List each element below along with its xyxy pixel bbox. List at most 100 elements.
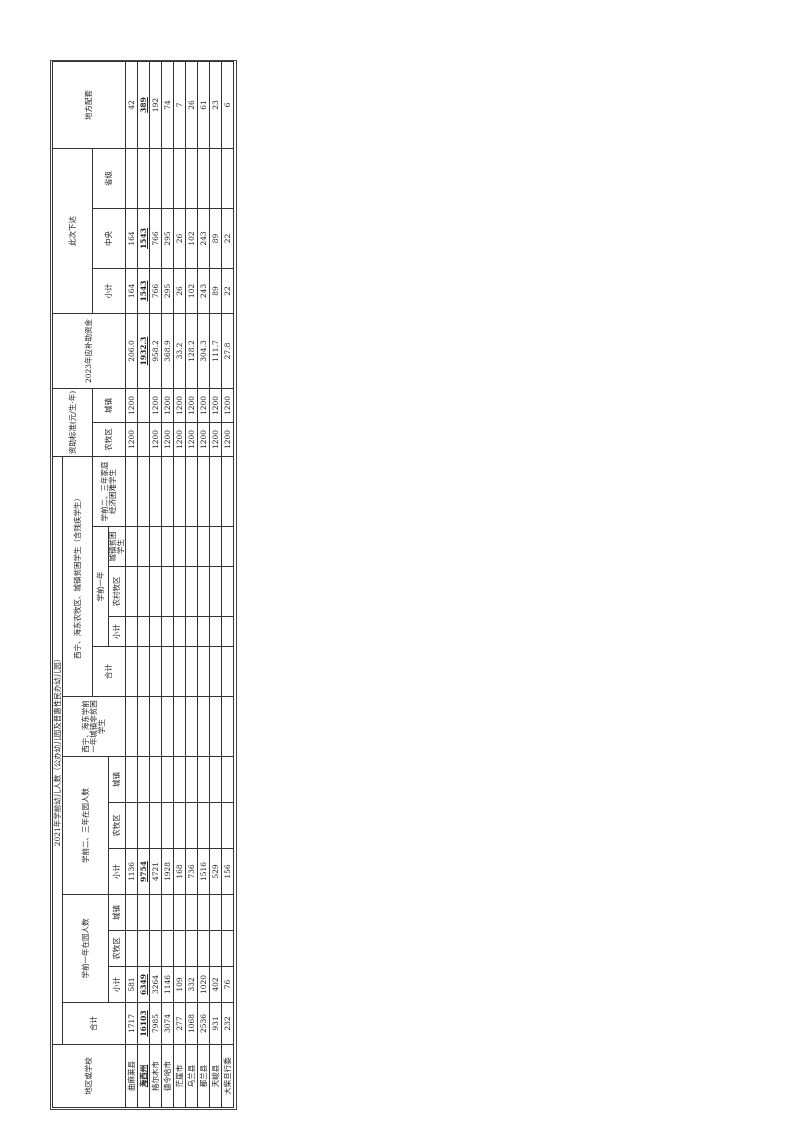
- table-cell: [125, 696, 138, 757]
- table-cell: [221, 566, 234, 617]
- header-xn-pre1: 学前一年: [92, 526, 109, 647]
- table-cell: 243: [197, 208, 210, 269]
- table-cell: [161, 456, 174, 527]
- table-cell: 164: [125, 208, 138, 269]
- table-cell: 1200: [185, 422, 198, 457]
- table-cell: [221, 756, 234, 803]
- table-body: 曲麻莱县 1717 581 1136 1200 1200 206.0 164 164 42 海西州 1…: [125, 61, 234, 1108]
- table-cell: [137, 526, 150, 567]
- header-xn-pre1-subtotal: 小计: [108, 616, 126, 647]
- table-cell: 402: [209, 966, 222, 1003]
- header-xn-pre1-rural: 农村牧区: [108, 566, 126, 617]
- table-cell: 1200: [197, 388, 210, 423]
- table-cell: [161, 894, 174, 931]
- table-cell: [209, 456, 222, 527]
- table-cell: [149, 148, 162, 209]
- table-cell: [125, 148, 138, 209]
- header-pre23-urban: 城镇: [108, 756, 126, 803]
- table-cell: 1020: [197, 966, 210, 1003]
- table-cell: 22: [221, 208, 234, 269]
- table-cell: 1200: [209, 388, 222, 423]
- table-cell: [185, 456, 198, 527]
- header-standard: 资助标准(元/生·年): [52, 388, 93, 457]
- table-cell: [137, 566, 150, 617]
- table-cell: [209, 696, 222, 757]
- table-cell: 6349: [137, 966, 150, 1003]
- table-cell: [221, 930, 234, 967]
- table-cell: [173, 148, 186, 209]
- table-cell: [197, 930, 210, 967]
- header-pre1-subtotal: 小计: [108, 966, 126, 1003]
- header-pre1-urban: 城镇: [108, 894, 126, 931]
- table-cell: 1200: [209, 422, 222, 457]
- table-cell: 1136: [125, 848, 138, 895]
- table-row: 都兰县 2536 1020 1516 1200 1200 304.3 243 243 61: [197, 61, 210, 1108]
- table-cell: [185, 894, 198, 931]
- table-cell: [209, 566, 222, 617]
- table-cell: [161, 148, 174, 209]
- header-issued-central: 中央: [92, 208, 126, 269]
- region-name-cell: 都兰县: [197, 1044, 210, 1108]
- table-cell: 74: [161, 61, 174, 149]
- table-cell: 16103: [137, 1002, 150, 1045]
- region-name-cell: 乌兰县: [185, 1044, 198, 1108]
- table-cell: 26: [173, 208, 186, 269]
- table-cell: 1717: [125, 1002, 138, 1045]
- table-cell: 23: [209, 61, 222, 149]
- table-cell: [149, 930, 162, 967]
- table-cell: [149, 526, 162, 567]
- table-cell: 1543: [137, 208, 150, 269]
- table-cell: [149, 616, 162, 647]
- table-cell: [197, 148, 210, 209]
- table-cell: 109: [173, 966, 186, 1003]
- header-pre1: 学前一年在园人数: [62, 894, 109, 1003]
- table-cell: 2536: [197, 1002, 210, 1045]
- table-cell: 1200: [149, 422, 162, 457]
- table-cell: [209, 930, 222, 967]
- table-cell: [161, 526, 174, 567]
- header-xn-total: 合计: [92, 646, 126, 697]
- table-cell: [197, 696, 210, 757]
- table-cell: 26: [173, 268, 186, 314]
- table-cell: [137, 930, 150, 967]
- table-cell: 9754: [137, 848, 150, 895]
- table-cell: [209, 148, 222, 209]
- table-cell: [197, 566, 210, 617]
- table-cell: [173, 526, 186, 567]
- table-cell: [173, 802, 186, 849]
- table-cell: 277: [173, 1002, 186, 1045]
- table-cell: [137, 422, 150, 457]
- header-pre23: 学前二、三年在园人数: [62, 756, 109, 895]
- table-cell: 164: [125, 268, 138, 314]
- table-cell: 111.7: [209, 313, 222, 389]
- table-row: 大柴旦行委 232 76 156 1200 1200 27.8 22 22 6: [221, 61, 234, 1108]
- table-cell: 1200: [197, 422, 210, 457]
- table-cell: 42: [125, 61, 138, 149]
- table-cell: [173, 930, 186, 967]
- table-cell: [161, 930, 174, 967]
- table-cell: 1068: [185, 1002, 198, 1045]
- table-cell: [125, 526, 138, 567]
- table-cell: [161, 646, 174, 697]
- header-xn-nonpoor: 西宁、海东学前一年城镇非贫困学生: [62, 696, 126, 757]
- table-cell: 61: [197, 61, 210, 149]
- region-name-cell: 大柴旦行委: [221, 1044, 234, 1108]
- table-cell: 1200: [161, 422, 174, 457]
- table-cell: 766: [149, 208, 162, 269]
- table-cell: 304.3: [197, 313, 210, 389]
- header-pre1-rural: 农牧区: [108, 930, 126, 967]
- table-cell: [185, 802, 198, 849]
- table-cell: [161, 756, 174, 803]
- table-cell: [221, 526, 234, 567]
- table-cell: 1932.3: [137, 313, 150, 389]
- table-cell: 1543: [137, 268, 150, 314]
- table-cell: [185, 526, 198, 567]
- table-cell: [149, 696, 162, 757]
- table-cell: [209, 526, 222, 567]
- table-cell: 89: [209, 208, 222, 269]
- table-cell: [125, 566, 138, 617]
- table-cell: 958.2: [149, 313, 162, 389]
- table-cell: [125, 756, 138, 803]
- table-cell: [185, 646, 198, 697]
- table-cell: [149, 894, 162, 931]
